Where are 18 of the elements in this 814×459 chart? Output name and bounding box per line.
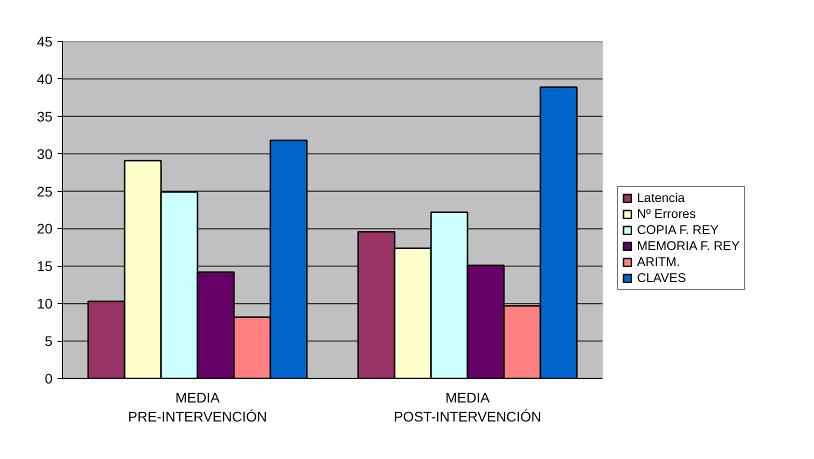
- legend-label: MEMORIA F. REY: [637, 239, 740, 253]
- legend-label: Nº Errores: [637, 207, 696, 221]
- legend-label: Latencia: [637, 191, 685, 205]
- y-tick-label: 5: [44, 333, 53, 350]
- y-tick-label: 30: [36, 146, 53, 162]
- legend-label: ARITM.: [637, 255, 680, 269]
- legend-label: CLAVES: [637, 271, 686, 285]
- y-tick-label: 0: [44, 370, 53, 386]
- y-tick-label: 40: [36, 70, 53, 87]
- y-tick-label: 25: [36, 183, 53, 200]
- x-tick-label: MEDIA PRE-INTERVENCIÓN: [128, 390, 267, 425]
- y-tick-label: 35: [36, 108, 53, 124]
- y-tick-label: 45: [36, 34, 53, 50]
- legend-label: COPIA F. REY: [637, 223, 719, 237]
- x-tick-label: MEDIA POST-INTERVENCIÓN: [394, 390, 542, 425]
- y-tick-label: 10: [36, 296, 53, 312]
- y-tick-label: 20: [36, 220, 53, 237]
- y-tick-label: 15: [36, 258, 53, 274]
